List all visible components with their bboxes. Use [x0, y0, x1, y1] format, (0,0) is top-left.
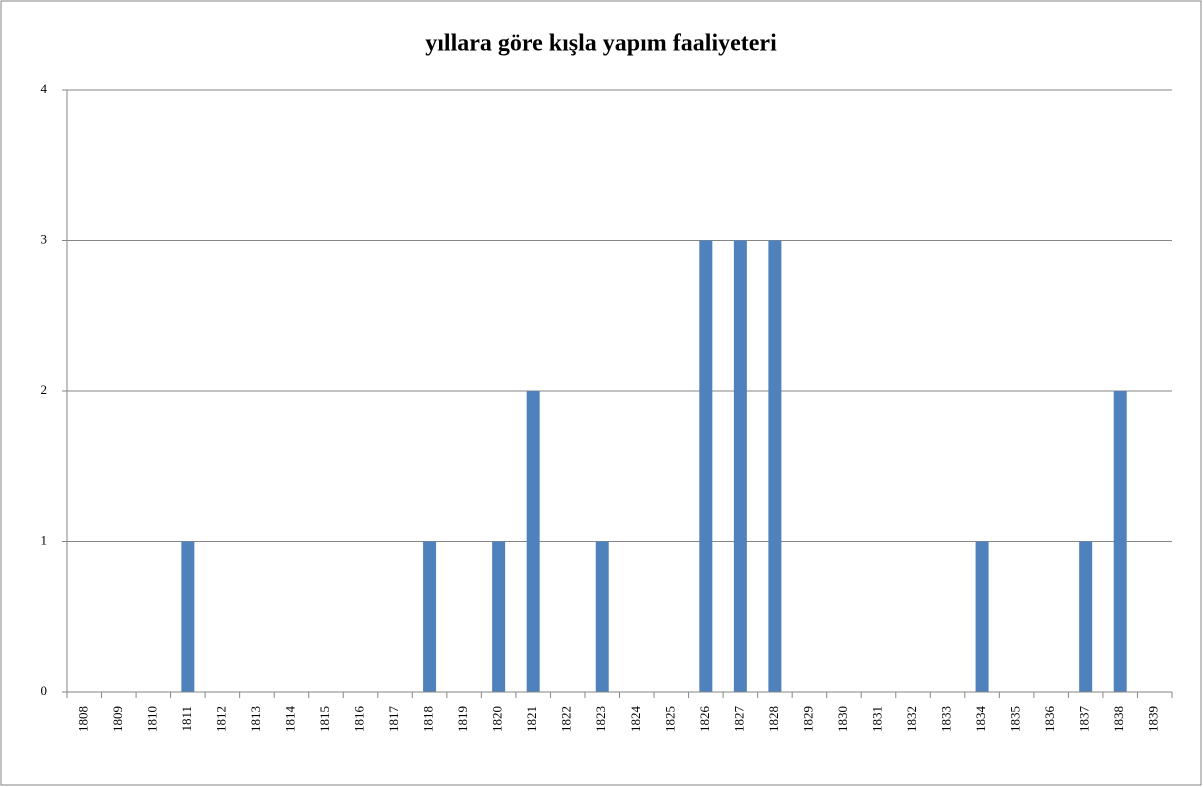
- x-tick-label: 1818: [421, 706, 436, 732]
- x-tick-label: 1824: [628, 706, 643, 733]
- bar: [733, 240, 747, 692]
- x-tick-label: 1816: [352, 706, 367, 733]
- x-tick-label: 1821: [524, 706, 539, 732]
- x-tick-label: 1811: [179, 706, 194, 732]
- x-tick-label: 1810: [144, 706, 159, 732]
- x-tick-label: 1827: [731, 706, 746, 733]
- x-tick-label: 1830: [835, 706, 850, 732]
- x-tick-label: 1837: [1077, 706, 1092, 733]
- x-tick-label: 1834: [973, 706, 988, 733]
- bar: [492, 541, 506, 692]
- x-tick-label: 1833: [939, 706, 954, 732]
- x-tick-label: 1835: [1008, 706, 1023, 732]
- x-tick-label: 1831: [869, 706, 884, 732]
- bar: [526, 391, 540, 692]
- x-tick-label: 1814: [282, 706, 297, 733]
- bar: [975, 541, 989, 692]
- x-tick-label: 1839: [1146, 706, 1161, 732]
- x-tick-label: 1813: [248, 706, 263, 732]
- x-tick-label: 1809: [110, 706, 125, 732]
- x-tick-label: 1823: [593, 706, 608, 732]
- bar: [423, 541, 437, 692]
- y-tick-label: 1: [41, 532, 48, 547]
- x-tick-label: 1828: [766, 706, 781, 732]
- y-tick-label: 3: [41, 231, 48, 246]
- y-tick-label: 0: [41, 683, 48, 698]
- bar: [699, 240, 713, 692]
- x-tick-label: 1815: [317, 706, 332, 732]
- y-tick-label: 4: [41, 81, 48, 96]
- x-tick-label: 1819: [455, 706, 470, 732]
- chart-title: yıllara göre kışla yapım faaliyeteri: [425, 31, 777, 57]
- bar: [1079, 541, 1093, 692]
- bar: [181, 541, 195, 692]
- bar: [595, 541, 609, 692]
- x-tick-label: 1822: [559, 706, 574, 732]
- bar: [768, 240, 782, 692]
- x-tick-label: 1820: [490, 706, 505, 732]
- x-tick-label: 1808: [75, 706, 90, 732]
- x-tick-label: 1832: [904, 706, 919, 732]
- x-tick-label: 1838: [1111, 706, 1126, 732]
- x-tick-label: 1829: [800, 706, 815, 732]
- x-tick-label: 1817: [386, 706, 401, 733]
- x-tick-label: 1812: [213, 706, 228, 732]
- bar: [1113, 391, 1127, 692]
- x-tick-label: 1825: [662, 706, 677, 732]
- y-tick-label: 2: [41, 382, 48, 397]
- x-tick-label: 1836: [1042, 706, 1057, 733]
- x-tick-label: 1826: [697, 706, 712, 733]
